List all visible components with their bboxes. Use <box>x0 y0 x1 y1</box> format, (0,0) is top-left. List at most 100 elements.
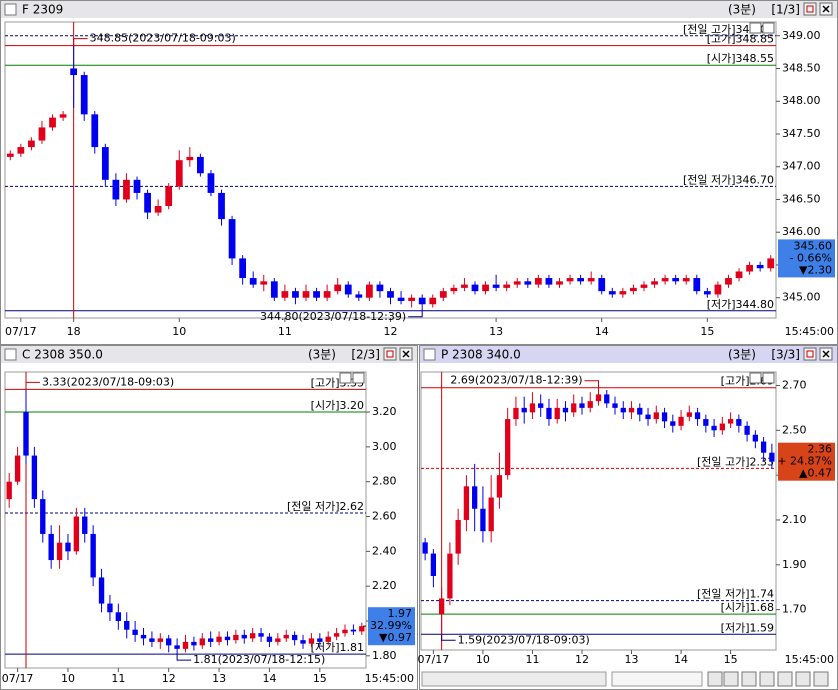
candle-body <box>694 412 701 420</box>
candle-body <box>70 68 78 76</box>
last-price: 2.36 <box>808 443 833 456</box>
toolbar-button[interactable] <box>707 671 723 687</box>
candle-body <box>350 629 357 632</box>
x-tick-label: 12 <box>384 325 398 338</box>
candle-body <box>579 403 585 408</box>
reference-label: [전일 고가]2.33 <box>697 454 774 468</box>
candle-body <box>191 641 197 646</box>
candle-body <box>612 403 618 408</box>
candle-body <box>529 403 536 413</box>
zoom-slider[interactable] <box>611 671 703 687</box>
candle-body <box>31 455 38 500</box>
candle-body <box>752 434 759 442</box>
candle-body <box>90 533 96 578</box>
candle-body <box>628 407 635 413</box>
candle-body <box>115 612 122 621</box>
candle-body <box>450 287 458 292</box>
x-tick-label: 13 <box>212 672 226 685</box>
plot-button[interactable] <box>762 22 775 34</box>
candle-body <box>438 598 445 615</box>
reference-label: [저가]1.81 <box>311 641 364 654</box>
candle-body <box>233 634 239 641</box>
candle-body <box>344 284 352 295</box>
candle-body <box>554 407 560 420</box>
candle-body <box>98 577 105 604</box>
candle-body <box>505 419 511 476</box>
candle-body <box>14 455 21 482</box>
annotation: 1.59(2023/07/18-09:03) <box>458 633 590 646</box>
candle-body <box>300 640 306 644</box>
last-price: 1.97 <box>388 607 413 620</box>
candle-body <box>637 407 643 415</box>
candle-body <box>249 633 256 639</box>
candle-body <box>317 638 323 642</box>
toolbar-button[interactable] <box>813 671 829 687</box>
candle-body <box>422 542 428 554</box>
checkbox[interactable] <box>423 348 436 361</box>
candle-body <box>538 403 544 408</box>
candle-body <box>308 638 315 644</box>
candle-body <box>492 284 500 288</box>
plot-button[interactable] <box>762 372 775 384</box>
y-tick-label: 1.80 <box>372 649 397 662</box>
toolbar-button[interactable] <box>759 671 775 687</box>
last-price-box <box>778 239 835 278</box>
candle-body <box>661 278 669 282</box>
maximize-icon[interactable] <box>386 350 394 358</box>
checkbox[interactable] <box>4 348 17 361</box>
x-tick-label: 15 <box>313 672 327 685</box>
candle-body <box>521 407 527 413</box>
candle-body <box>439 291 447 298</box>
toolbar-button[interactable] <box>795 671 811 687</box>
window-button[interactable] <box>383 347 397 361</box>
window-title: C 2308 350.0 <box>22 348 103 362</box>
plot-area <box>4 21 777 319</box>
reference-label: [저가]344.80 <box>707 298 774 311</box>
plot-button[interactable] <box>749 372 762 384</box>
window-page: [2/3] <box>351 348 380 362</box>
candle-body <box>524 281 532 285</box>
toolbar-button[interactable] <box>723 671 739 687</box>
plot-button[interactable] <box>339 372 352 384</box>
candle-body <box>359 626 365 632</box>
toolbar-button[interactable] <box>741 671 757 687</box>
scrollbar[interactable] <box>421 671 607 687</box>
reference-label: [시가]348.55 <box>707 52 774 65</box>
candle-body <box>186 156 194 161</box>
toolbar-button[interactable] <box>777 671 793 687</box>
window-interval: (3분) <box>308 348 336 362</box>
window-button[interactable] <box>803 347 817 361</box>
title-bar <box>1 1 837 18</box>
last-change-pct: - 0.66% <box>790 251 832 264</box>
close-icon[interactable] <box>822 5 830 13</box>
candle-body <box>124 620 130 630</box>
candle-body <box>587 401 593 408</box>
candle-body <box>503 284 511 288</box>
window-button[interactable] <box>803 2 817 16</box>
x-tick-label: 15 <box>724 653 738 666</box>
candle-body <box>735 271 743 279</box>
candle-body <box>746 264 753 272</box>
candle-body <box>546 407 552 420</box>
candle-body <box>270 281 278 298</box>
plot-button[interactable] <box>749 22 762 34</box>
x-tick-label: 07/17 <box>5 325 37 338</box>
candle-body <box>228 219 236 259</box>
maximize-icon[interactable] <box>806 5 814 13</box>
candle-body <box>123 179 130 200</box>
maximize-icon[interactable] <box>806 350 814 358</box>
last-price-box <box>368 607 415 646</box>
candle-body <box>397 297 405 301</box>
candle-body <box>342 629 348 634</box>
candle-body <box>719 423 725 431</box>
plot-button[interactable] <box>352 372 365 384</box>
close-icon[interactable] <box>402 350 410 358</box>
candle-body <box>653 412 659 420</box>
close-icon[interactable] <box>822 350 830 358</box>
x-tick-label: 13 <box>625 653 639 666</box>
checkbox[interactable] <box>4 3 17 16</box>
candle-body <box>430 553 437 577</box>
annotation-arrow <box>441 634 456 641</box>
x-tick-label: 14 <box>674 653 688 666</box>
